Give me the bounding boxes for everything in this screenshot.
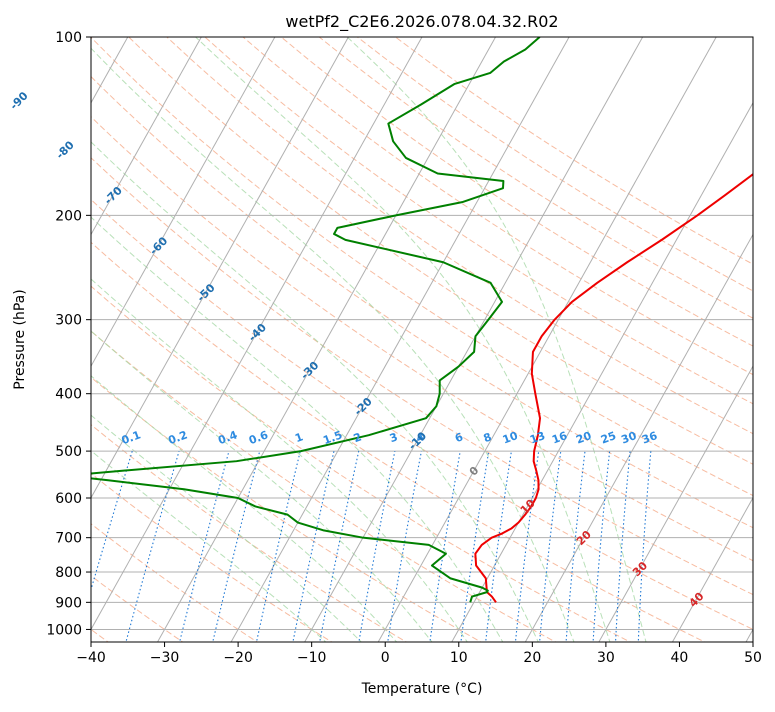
dry-adiabat-line xyxy=(91,472,333,642)
y-tick-label: 200 xyxy=(55,208,82,224)
mixing-ratio-label: 13 xyxy=(528,429,547,446)
y-tick-label: 700 xyxy=(55,531,82,547)
mixing-ratio-line xyxy=(179,450,230,642)
mixing-ratio-label: 1.5 xyxy=(321,428,344,447)
y-tick-label: 800 xyxy=(55,565,82,581)
mixing-ratio-label: 0.6 xyxy=(247,428,270,447)
chart-title: wetPf2_C2E6.2026.078.04.32.R02 xyxy=(285,12,558,32)
mixing-ratio-label: 16 xyxy=(550,429,569,447)
y-tick-label: 1000 xyxy=(46,622,82,638)
dry-adiabat-line xyxy=(91,157,753,596)
x-tick-label: 50 xyxy=(744,650,762,666)
y-tick-label: 900 xyxy=(55,595,82,611)
x-tick-label: 40 xyxy=(671,650,689,666)
isotherm-line xyxy=(598,365,753,642)
x-tick-label: 20 xyxy=(523,650,541,666)
isotherm-line xyxy=(91,37,349,499)
mixing-ratio-line xyxy=(212,450,261,642)
isotherm-line xyxy=(451,101,753,642)
mixing-ratio-line xyxy=(358,450,396,642)
isotherm-line xyxy=(91,37,276,368)
mixing-ratio-label: 36 xyxy=(640,429,659,447)
temperature-profile-line xyxy=(474,172,753,603)
x-tick-label: −40 xyxy=(76,650,106,666)
mixing-ratio-label: 1 xyxy=(293,430,305,445)
dry-adiabat-line xyxy=(91,116,753,562)
isotherm-line xyxy=(91,37,423,631)
dry-adiabat-line xyxy=(318,37,753,319)
mixing-ratio-label: 4 xyxy=(414,430,426,445)
y-axis-label: Pressure (hPa) xyxy=(12,289,28,389)
isotherm-line xyxy=(91,37,202,236)
y-tick-label: 300 xyxy=(55,313,82,329)
mixing-ratio-line xyxy=(387,450,422,642)
moist-adiabat-line xyxy=(195,37,611,642)
mixing-ratio-label: 3 xyxy=(388,430,400,445)
mixing-ratio-line xyxy=(255,450,301,642)
dry-adiabat-line xyxy=(242,37,753,376)
dry-adiabat-line xyxy=(166,37,753,435)
x-tick-label: −30 xyxy=(150,650,180,666)
isotherm-line xyxy=(230,37,570,642)
mixing-ratio-label: 0.4 xyxy=(216,428,239,447)
x-tick-label: 30 xyxy=(597,650,615,666)
mixing-ratio-label: 8 xyxy=(482,430,494,445)
x-tick-label: −20 xyxy=(223,650,253,666)
x-tick-label: 10 xyxy=(450,650,468,666)
y-tick-label: 400 xyxy=(55,387,82,403)
background-lines xyxy=(91,37,753,642)
mixing-ratio-line xyxy=(292,450,335,642)
mixing-ratio-label: 2 xyxy=(352,430,364,445)
mixing-ratio-label: 6 xyxy=(453,430,465,445)
y-tick-label: 600 xyxy=(55,491,82,507)
axes: −40 −30 −20 −10 0 10 20 30 40 5010020030040050060… xyxy=(46,30,762,666)
isotherm-line xyxy=(377,37,717,642)
moist-adiabat-line xyxy=(91,278,468,642)
plot-frame xyxy=(90,36,754,643)
dry-adiabat-line xyxy=(91,198,753,631)
moist-adiabat-line xyxy=(346,37,647,642)
dry-adiabat-line xyxy=(91,75,753,529)
mixing-ratio-line xyxy=(125,450,180,642)
y-tick-label: 500 xyxy=(55,444,82,460)
dry-adiabat-line xyxy=(91,37,753,497)
x-tick-label: −10 xyxy=(297,650,327,666)
isotherm-line xyxy=(157,37,496,642)
mixing-ratio-label: 20 xyxy=(574,429,593,447)
sounding-profiles xyxy=(91,37,753,603)
isotherm-line xyxy=(671,496,753,642)
dewpoint-profile-line xyxy=(91,37,541,603)
mixing-ratio-label: 25 xyxy=(599,429,618,446)
mixing-ratio-label: 10 xyxy=(501,429,520,447)
x-axis-label: Temperature (°C) xyxy=(361,681,483,697)
mixing-ratio-label: 30 xyxy=(620,429,639,447)
mixing-ratio-label: 0.2 xyxy=(166,428,189,447)
y-tick-label: 100 xyxy=(55,30,82,46)
isotherm-line xyxy=(304,37,644,642)
x-tick-label: 0 xyxy=(381,650,390,666)
mixing-ratio-line xyxy=(319,450,360,642)
isotherm-line xyxy=(524,233,753,642)
mixing-ratio-label: 0.1 xyxy=(120,428,143,447)
